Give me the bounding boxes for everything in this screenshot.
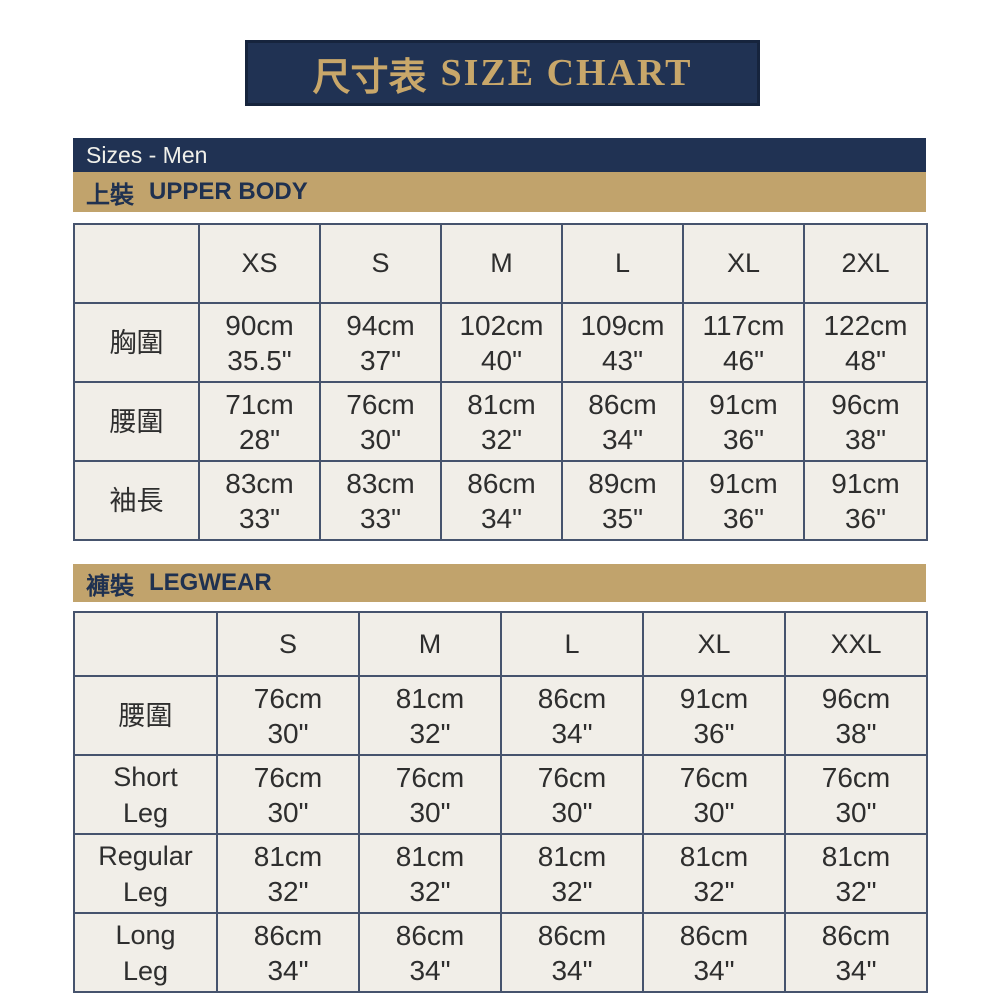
sleeve-row: 袖長 83cm 33" 83cm 33" 86cm 34" 89cm 35" 91cm 3… xyxy=(73,460,928,541)
size-cell: 91cm 36" xyxy=(642,675,786,756)
size-cell: 102cm 40" xyxy=(440,302,563,383)
size-cell: 86cm 34" xyxy=(216,912,360,993)
size-cell: 71cm 28" xyxy=(198,381,321,462)
size-cell: 81cm 32" xyxy=(358,675,502,756)
column-header-xxl: XXL xyxy=(784,611,928,677)
upper-body-label-zh: 上裝 xyxy=(86,181,134,209)
size-cell: 81cm 32" xyxy=(440,381,563,462)
size-cell: 90cm 35.5" xyxy=(198,302,321,383)
size-cell: 76cm 30" xyxy=(216,754,360,835)
corner-cell xyxy=(73,223,200,304)
size-chart-title: 尺寸表 SIZE CHART xyxy=(245,40,760,106)
legwear-table: S M L XL XXL 腰圍 76cm 30" 81cm 32" 86cm 34" … xyxy=(73,611,928,993)
legwear-section-header: 褲裝 LEGWEAR xyxy=(73,564,926,602)
upper-body-label-en: UPPER BODY xyxy=(149,178,308,205)
size-cell: 91cm 36" xyxy=(803,460,928,541)
regular-leg-row: Regular Leg 81cm 32" 81cm 32" 81cm 32" 81cm… xyxy=(73,833,928,914)
sizes-men-bar: Sizes - Men xyxy=(73,138,926,172)
size-cell: 96cm 38" xyxy=(784,675,928,756)
size-cell: 81cm 32" xyxy=(784,833,928,914)
sizes-men-label: Sizes - Men xyxy=(86,141,208,168)
legwear-waist-row: 腰圍 76cm 30" 81cm 32" 86cm 34" 91cm 36" 96cm 3… xyxy=(73,675,928,756)
size-cell: 86cm 34" xyxy=(500,912,644,993)
size-cell: 81cm 32" xyxy=(500,833,644,914)
size-cell: 117cm 46" xyxy=(682,302,805,383)
column-header-m: M xyxy=(440,223,563,304)
legwear-label-zh: 褲裝 xyxy=(86,572,134,600)
size-cell: 86cm 34" xyxy=(642,912,786,993)
row-label-waist: 腰圍 xyxy=(118,700,173,731)
column-header-xl: XL xyxy=(682,223,805,304)
column-header-s: S xyxy=(319,223,442,304)
column-header-s: S xyxy=(216,611,360,677)
short-leg-row: Short Leg 76cm 30" 76cm 30" 76cm 30" 76cm 30… xyxy=(73,754,928,835)
size-cell: 81cm 32" xyxy=(358,833,502,914)
upper-body-section-header: 上裝 UPPER BODY xyxy=(73,172,926,212)
waist-row: 腰圍 71cm 28" 76cm 30" 81cm 32" 86cm 34" 91cm 3… xyxy=(73,381,928,462)
size-cell: 86cm 34" xyxy=(561,381,684,462)
chest-row: 胸圍 90cm 35.5" 94cm 37" 102cm 40" 109cm 43" 1… xyxy=(73,302,928,383)
corner-cell xyxy=(73,611,218,677)
size-cell: 86cm 34" xyxy=(500,675,644,756)
legwear-label-en: LEGWEAR xyxy=(149,569,272,596)
size-cell: 109cm 43" xyxy=(561,302,684,383)
column-header-xl: XL xyxy=(642,611,786,677)
column-header-xs: XS xyxy=(198,223,321,304)
size-cell: 81cm 32" xyxy=(642,833,786,914)
size-cell: 89cm 35" xyxy=(561,460,684,541)
row-label-regular-leg: Regular Leg xyxy=(98,840,193,907)
size-cell: 86cm 34" xyxy=(784,912,928,993)
size-cell: 76cm 30" xyxy=(642,754,786,835)
size-cell: 76cm 30" xyxy=(784,754,928,835)
row-label-chest: 胸圍 xyxy=(109,327,164,358)
upper-body-header-row: XS S M L XL 2XL xyxy=(73,223,928,304)
size-cell: 96cm 38" xyxy=(803,381,928,462)
row-label-waist: 腰圍 xyxy=(109,406,164,437)
size-cell: 83cm 33" xyxy=(319,460,442,541)
column-header-l: L xyxy=(561,223,684,304)
size-cell: 76cm 30" xyxy=(358,754,502,835)
row-label-long-leg: Long Leg xyxy=(115,919,176,986)
long-leg-row: Long Leg 86cm 34" 86cm 34" 86cm 34" 86cm 34"… xyxy=(73,912,928,993)
title-chinese: 尺寸表 xyxy=(312,56,427,99)
size-cell: 76cm 30" xyxy=(319,381,442,462)
size-cell: 91cm 36" xyxy=(682,460,805,541)
size-cell: 76cm 30" xyxy=(216,675,360,756)
legwear-header-row: S M L XL XXL xyxy=(73,611,928,677)
row-label-sleeve: 袖長 xyxy=(109,485,164,516)
size-cell: 81cm 32" xyxy=(216,833,360,914)
chart-content: Sizes - Men 上裝 UPPER BODY XS S M L XL 2X… xyxy=(73,138,928,993)
size-cell: 91cm 36" xyxy=(682,381,805,462)
size-cell: 94cm 37" xyxy=(319,302,442,383)
size-cell: 76cm 30" xyxy=(500,754,644,835)
size-cell: 122cm 48" xyxy=(803,302,928,383)
column-header-2xl: 2XL xyxy=(803,223,928,304)
upper-body-table: XS S M L XL 2XL 胸圍 90cm 35.5" 94cm 37" 102… xyxy=(73,223,928,541)
size-cell: 86cm 34" xyxy=(358,912,502,993)
size-cell: 83cm 33" xyxy=(198,460,321,541)
title-english: SIZE CHART xyxy=(440,52,693,94)
column-header-l: L xyxy=(500,611,644,677)
row-label-short-leg: Short Leg xyxy=(113,761,178,828)
column-header-m: M xyxy=(358,611,502,677)
size-cell: 86cm 34" xyxy=(440,460,563,541)
